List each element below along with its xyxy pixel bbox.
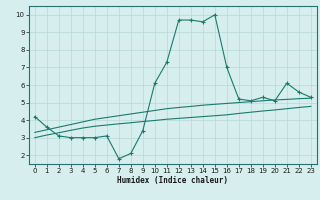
X-axis label: Humidex (Indice chaleur): Humidex (Indice chaleur) bbox=[117, 176, 228, 185]
